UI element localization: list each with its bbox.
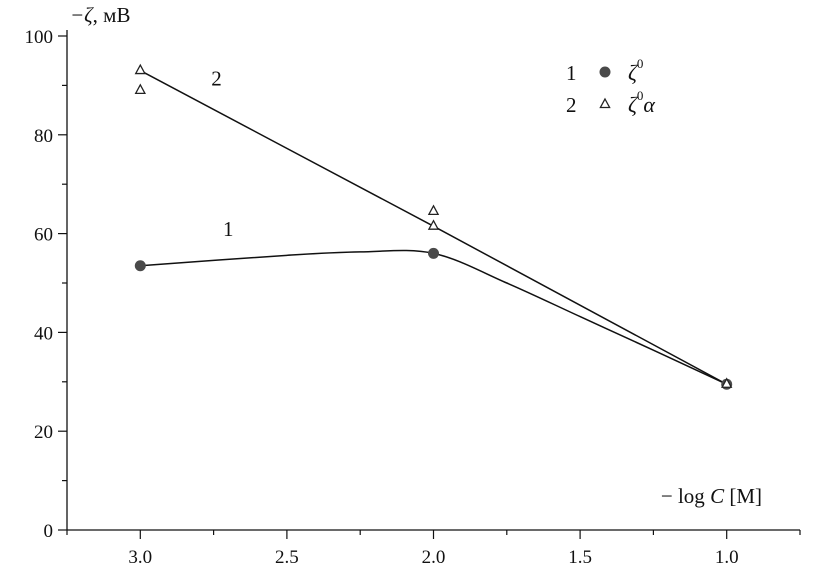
legend-entry-1: 1 ζ0	[566, 56, 643, 85]
axis-ticks: 3.0 2.5 2.0 1.5 1.0 0 20 40 60 80 100	[25, 27, 801, 568]
y-tick-label: 0	[44, 521, 54, 542]
y-tick-label: 60	[34, 225, 53, 246]
y-tick-label: 100	[25, 27, 54, 48]
y-tick-label: 80	[34, 126, 53, 147]
series-1-line	[140, 249, 728, 385]
legend-label-2: ζ0α	[628, 88, 655, 117]
x-tick-label: 3.0	[128, 547, 152, 568]
legend-number-2: 2	[566, 93, 577, 117]
legend-marker-triangle	[599, 97, 611, 109]
x-tick-label: 2.0	[422, 547, 446, 568]
legend-number-1: 1	[566, 61, 577, 85]
axes	[66, 30, 800, 531]
x-tick-label: 1.0	[715, 547, 739, 568]
x-axis-title: − log C [M]	[661, 484, 762, 508]
series-2-point	[134, 63, 146, 75]
legend-marker-circle	[599, 66, 611, 78]
series-markers	[134, 63, 733, 390]
legend-entry-2: 2 ζ0α	[566, 88, 655, 117]
y-tick-label: 40	[34, 323, 53, 344]
y-tick-label: 20	[34, 422, 53, 443]
series-2-point	[427, 219, 440, 230]
legend: 1 ζ0 2 ζ0α	[566, 56, 655, 117]
y-axis-title: −ζ, мВ	[70, 3, 130, 27]
series-1-curve-label: 1	[223, 217, 234, 241]
series-1-point	[134, 260, 146, 272]
series-1-point	[428, 247, 439, 259]
x-tick-label: 1.5	[568, 547, 592, 568]
series-2-point	[427, 204, 440, 216]
series-2-point	[721, 377, 733, 388]
series-2-curve-label: 2	[211, 66, 222, 90]
legend-label-1: ζ0	[628, 56, 643, 85]
series-2-point	[134, 83, 146, 94]
x-tick-label: 2.5	[275, 547, 299, 568]
